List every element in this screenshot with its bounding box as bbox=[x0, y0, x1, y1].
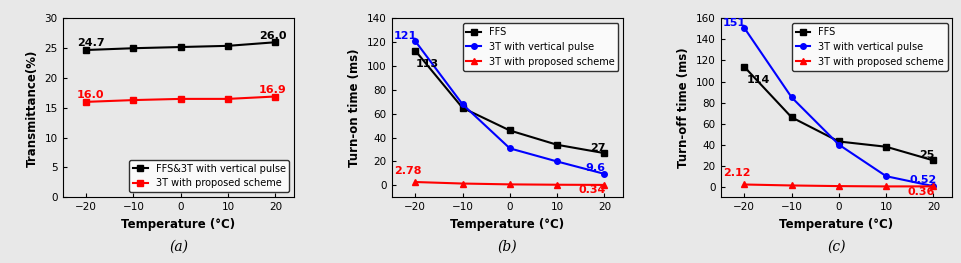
3T with vertical pulse bbox=[738, 26, 750, 29]
Text: (a): (a) bbox=[169, 240, 187, 254]
3T with vertical pulse bbox=[456, 103, 468, 106]
Y-axis label: Turn-on time (ms): Turn-on time (ms) bbox=[348, 49, 361, 167]
Legend: FFS, 3T with vertical pulse, 3T with proposed scheme: FFS, 3T with vertical pulse, 3T with pro… bbox=[462, 23, 618, 71]
FFS bbox=[598, 151, 609, 155]
FFS bbox=[551, 143, 562, 146]
3T with proposed scheme bbox=[222, 97, 234, 100]
Line: 3T with vertical pulse: 3T with vertical pulse bbox=[741, 25, 935, 189]
Text: 2.12: 2.12 bbox=[723, 168, 750, 178]
Y-axis label: Turn-off time (ms): Turn-off time (ms) bbox=[677, 48, 690, 168]
FFS bbox=[785, 116, 797, 119]
Legend: FFS&3T with vertical pulse, 3T with proposed scheme: FFS&3T with vertical pulse, 3T with prop… bbox=[129, 160, 289, 193]
X-axis label: Temperature (°C): Temperature (°C) bbox=[450, 218, 564, 231]
3T with vertical pulse bbox=[926, 185, 938, 188]
Line: FFS: FFS bbox=[741, 64, 935, 163]
X-axis label: Temperature (°C): Temperature (°C) bbox=[778, 218, 893, 231]
3T with proposed scheme bbox=[175, 97, 186, 100]
Text: 27: 27 bbox=[590, 143, 605, 153]
Text: 24.7: 24.7 bbox=[77, 38, 104, 48]
Line: FFS: FFS bbox=[412, 48, 606, 156]
FFS bbox=[504, 129, 515, 132]
3T with proposed scheme bbox=[456, 182, 468, 185]
FFS&3T with vertical pulse bbox=[128, 47, 139, 50]
3T with proposed scheme bbox=[128, 99, 139, 102]
Legend: FFS, 3T with vertical pulse, 3T with proposed scheme: FFS, 3T with vertical pulse, 3T with pro… bbox=[791, 23, 947, 71]
Text: 151: 151 bbox=[723, 18, 746, 28]
Text: 9.6: 9.6 bbox=[585, 164, 604, 174]
Text: 2.78: 2.78 bbox=[394, 166, 421, 176]
FFS bbox=[738, 65, 750, 68]
Text: 114: 114 bbox=[746, 75, 769, 85]
3T with proposed scheme bbox=[832, 185, 844, 188]
Text: 16.0: 16.0 bbox=[77, 90, 104, 100]
Line: 3T with vertical pulse: 3T with vertical pulse bbox=[412, 38, 606, 177]
X-axis label: Temperature (°C): Temperature (°C) bbox=[121, 218, 235, 231]
Text: 113: 113 bbox=[415, 59, 438, 69]
Text: 121: 121 bbox=[394, 31, 417, 41]
3T with proposed scheme bbox=[879, 185, 891, 188]
FFS bbox=[926, 159, 938, 162]
3T with vertical pulse bbox=[785, 96, 797, 99]
3T with proposed scheme bbox=[409, 180, 421, 184]
FFS&3T with vertical pulse bbox=[175, 45, 186, 49]
3T with proposed scheme bbox=[738, 183, 750, 186]
3T with proposed scheme bbox=[785, 184, 797, 187]
3T with vertical pulse bbox=[879, 175, 891, 178]
Text: 26.0: 26.0 bbox=[259, 31, 286, 41]
Text: 25: 25 bbox=[919, 150, 934, 160]
FFS&3T with vertical pulse bbox=[222, 44, 234, 47]
FFS bbox=[409, 49, 421, 52]
Line: FFS&3T with vertical pulse: FFS&3T with vertical pulse bbox=[84, 39, 278, 53]
FFS&3T with vertical pulse bbox=[81, 48, 92, 52]
Line: 3T with proposed scheme: 3T with proposed scheme bbox=[412, 179, 606, 188]
3T with vertical pulse bbox=[409, 39, 421, 43]
Text: 0.34: 0.34 bbox=[578, 185, 605, 195]
3T with proposed scheme bbox=[269, 95, 281, 98]
Text: (c): (c) bbox=[826, 240, 845, 254]
Text: 0.36: 0.36 bbox=[906, 187, 934, 197]
Line: 3T with proposed scheme: 3T with proposed scheme bbox=[741, 182, 935, 189]
Text: 16.9: 16.9 bbox=[259, 85, 286, 95]
3T with vertical pulse bbox=[832, 143, 844, 146]
Text: 0.52: 0.52 bbox=[909, 175, 936, 185]
Line: 3T with proposed scheme: 3T with proposed scheme bbox=[84, 94, 278, 105]
3T with proposed scheme bbox=[926, 185, 938, 188]
FFS&3T with vertical pulse bbox=[269, 41, 281, 44]
3T with proposed scheme bbox=[598, 183, 609, 186]
FFS bbox=[879, 145, 891, 148]
3T with proposed scheme bbox=[504, 183, 515, 186]
Y-axis label: Transmittance(%): Transmittance(%) bbox=[26, 49, 38, 166]
FFS bbox=[832, 140, 844, 143]
FFS bbox=[456, 106, 468, 109]
3T with vertical pulse bbox=[551, 160, 562, 163]
3T with proposed scheme bbox=[551, 183, 562, 186]
3T with vertical pulse bbox=[504, 147, 515, 150]
3T with vertical pulse bbox=[598, 172, 609, 175]
Text: (b): (b) bbox=[497, 240, 517, 254]
3T with proposed scheme bbox=[81, 100, 92, 103]
